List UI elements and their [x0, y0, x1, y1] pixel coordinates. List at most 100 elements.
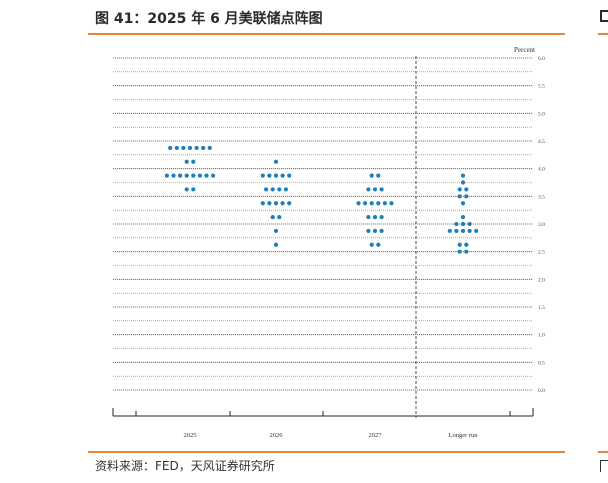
- participant-dot: [372, 228, 378, 234]
- y-tick-label: 5.5: [538, 84, 545, 90]
- x-axis: 2025 2026 2027 Longer run: [112, 56, 534, 439]
- participant-dot: [366, 228, 371, 234]
- participant-dot: [178, 173, 183, 178]
- participant-dot: [460, 201, 466, 206]
- footer-divider: [88, 451, 565, 453]
- participant-dot: [273, 159, 279, 164]
- participant-dot: [457, 249, 462, 254]
- source-note: 资料来源：FED，天风证券研究所: [95, 459, 275, 473]
- participant-dot: [460, 214, 466, 220]
- participant-dot: [270, 187, 275, 192]
- participant-dot: [191, 173, 196, 178]
- participant-dot: [372, 214, 378, 220]
- x-tick-label: Longer run: [448, 432, 478, 439]
- participant-dot: [467, 228, 472, 234]
- dot-plot-svg: Percent 0.0 0.5 1.0 1.5 2.0 2.5 3.0 3.5 4.0 4.5 5.…: [112, 46, 545, 439]
- participant-dot: [207, 145, 212, 151]
- x-tick-label: 2026: [270, 432, 284, 439]
- participant-dot: [197, 173, 202, 178]
- y-tick-label: 0.0: [538, 388, 545, 394]
- participant-dot: [168, 145, 173, 151]
- participant-dot: [379, 228, 384, 234]
- participant-dot: [184, 159, 189, 164]
- participant-dot: [273, 228, 279, 234]
- participant-dot: [277, 187, 282, 192]
- participant-dot: [464, 187, 469, 192]
- participant-dot: [267, 173, 272, 178]
- participant-dot: [460, 221, 466, 227]
- participant-dot: [379, 187, 384, 192]
- participant-dot: [366, 214, 371, 220]
- participant-dot: [379, 214, 384, 220]
- adjacent-figure-title-fragment: [600, 10, 608, 22]
- y-tick-label: 1.0: [538, 333, 545, 339]
- title-divider: [88, 33, 565, 35]
- y-tick-label: 5.0: [538, 111, 545, 117]
- participant-dot: [187, 145, 193, 151]
- participant-dot: [181, 145, 186, 151]
- participant-dot: [363, 201, 368, 206]
- participant-dot: [369, 173, 374, 178]
- participant-dot: [287, 173, 292, 178]
- participant-dot: [376, 173, 381, 178]
- participant-dot: [211, 173, 216, 178]
- participant-dot: [260, 201, 265, 206]
- y-tick-label: 2.5: [538, 250, 545, 256]
- participant-dot: [460, 173, 466, 178]
- y-tick-label: 2.0: [538, 277, 545, 283]
- participant-dot: [389, 201, 394, 206]
- participant-dot: [164, 173, 169, 178]
- y-tick-label: 6.0: [538, 56, 545, 62]
- participant-dot: [447, 228, 452, 234]
- participant-dot: [457, 242, 462, 247]
- participant-dot: [369, 201, 374, 206]
- participant-dot: [287, 201, 292, 206]
- y-axis-label: Percent: [514, 46, 535, 54]
- participant-dot: [366, 187, 371, 192]
- participant-dot: [184, 173, 189, 178]
- participant-dot: [273, 173, 279, 178]
- participant-dot: [264, 187, 269, 192]
- y-tick-label: 4.5: [538, 139, 545, 145]
- participant-dot: [280, 201, 285, 206]
- participant-dot: [457, 194, 462, 199]
- participant-dot: [467, 221, 472, 227]
- gridlines: [113, 57, 533, 391]
- y-tick-label: 0.5: [538, 360, 545, 366]
- y-tick-labels: 0.0 0.5 1.0 1.5 2.0 2.5 3.0 3.5 4.0 4.5 5.0 5.5 6.0: [538, 56, 545, 394]
- adjacent-source-fragment: [600, 460, 608, 472]
- y-tick-label: 3.0: [538, 222, 545, 228]
- participant-dot: [464, 194, 469, 199]
- y-tick-label: 3.5: [538, 194, 545, 200]
- participant-dot: [457, 187, 462, 192]
- participant-dots: [164, 145, 479, 254]
- participant-dot: [460, 228, 466, 234]
- participant-dot: [464, 249, 469, 254]
- participant-dot: [191, 187, 196, 192]
- participant-dot: [372, 187, 378, 192]
- participant-dot: [201, 145, 206, 151]
- participant-dot: [273, 201, 279, 206]
- participant-dot: [283, 187, 288, 192]
- participant-dot: [460, 180, 466, 185]
- participant-dot: [174, 145, 179, 151]
- dot-plot-chart: Percent 0.0 0.5 1.0 1.5 2.0 2.5 3.0 3.5 4.0 4.5 5.…: [88, 40, 565, 450]
- participant-dot: [204, 173, 209, 178]
- participant-dot: [277, 214, 282, 220]
- participant-dot: [171, 173, 176, 178]
- participant-dot: [369, 242, 374, 247]
- x-tick-label: 2027: [369, 432, 383, 439]
- participant-dot: [184, 187, 189, 192]
- participant-dot: [270, 214, 275, 220]
- participant-dot: [280, 173, 285, 178]
- participant-dot: [376, 242, 381, 247]
- participant-dot: [382, 201, 387, 206]
- participant-dot: [376, 201, 381, 206]
- participant-dot: [464, 242, 469, 247]
- participant-dot: [260, 173, 265, 178]
- participant-dot: [191, 159, 196, 164]
- participant-dot: [194, 145, 199, 151]
- participant-dot: [454, 228, 459, 234]
- y-tick-label: 4.0: [538, 167, 545, 173]
- participant-dot: [454, 221, 459, 227]
